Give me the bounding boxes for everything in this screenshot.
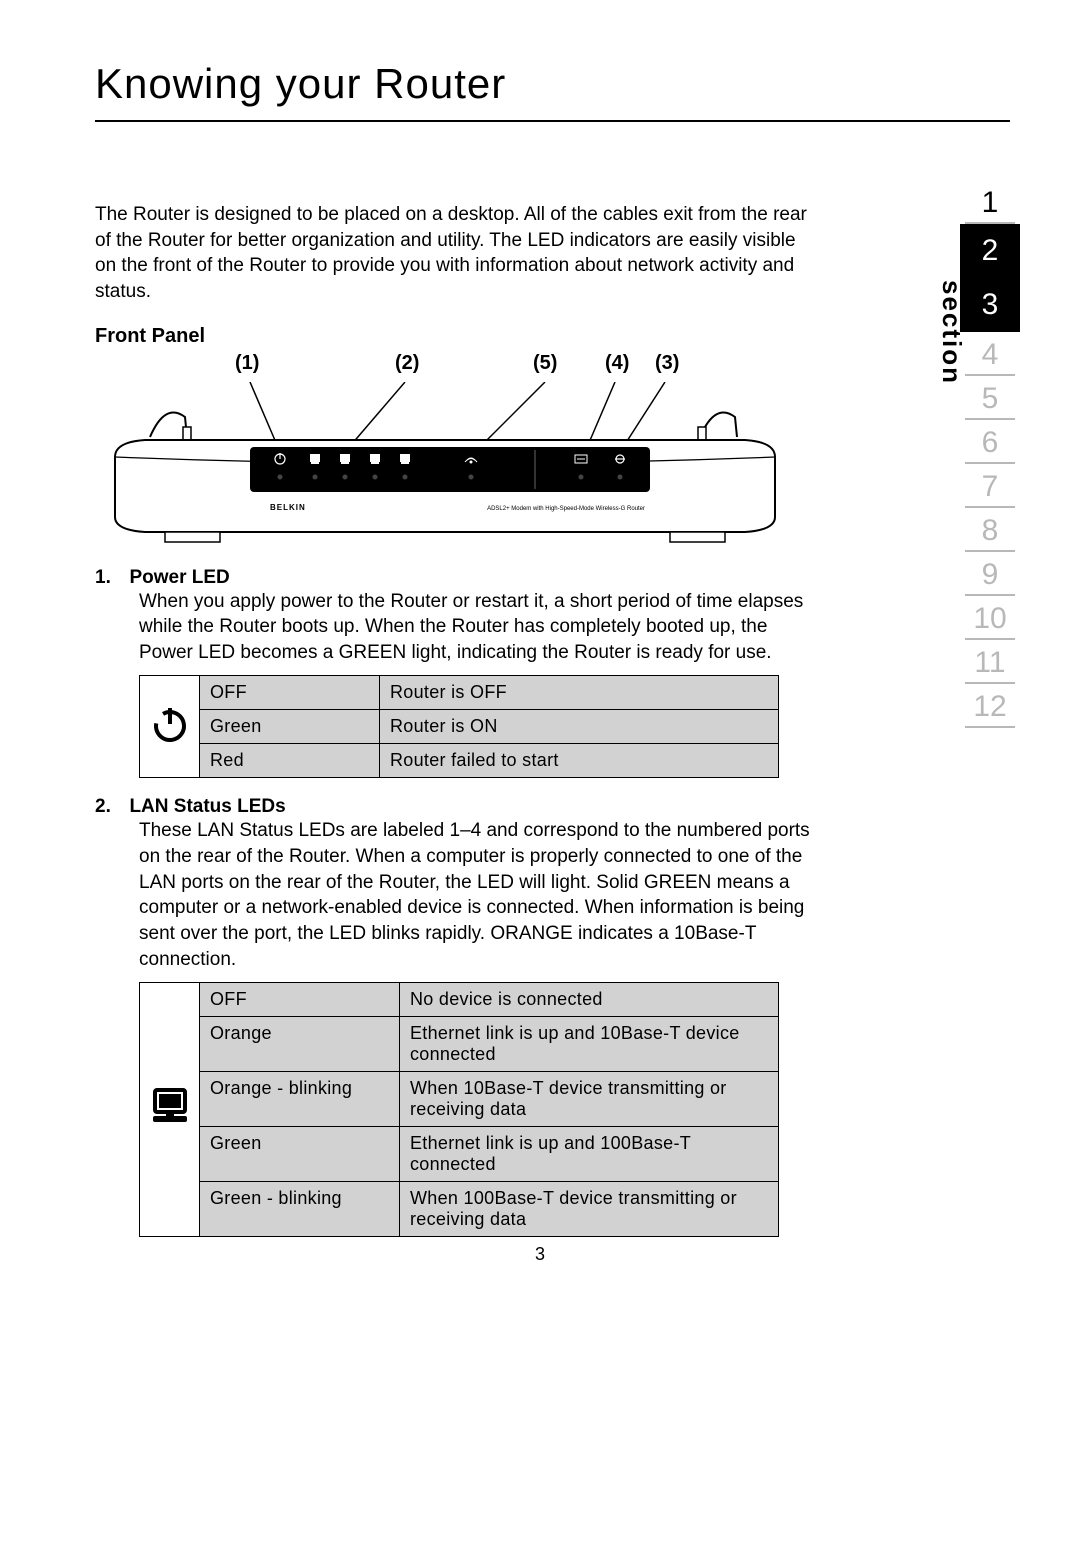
nav-item-12[interactable]: 12 bbox=[965, 684, 1015, 728]
power-led-table: OFF Router is OFF Green Router is ON Red… bbox=[139, 675, 779, 778]
table-cell: When 10Base-T device transmitting or rec… bbox=[400, 1072, 779, 1127]
callout-3: (3) bbox=[655, 352, 679, 375]
table-cell: No device is connected bbox=[400, 983, 779, 1017]
callout-2: (2) bbox=[395, 352, 419, 375]
section-nav: section 1 2 3 4 5 6 7 8 9 10 11 12 bbox=[960, 180, 1020, 728]
nav-item-10[interactable]: 10 bbox=[965, 596, 1015, 640]
nav-item-8[interactable]: 8 bbox=[965, 508, 1015, 552]
front-panel-heading: Front Panel bbox=[95, 325, 815, 348]
nav-item-2[interactable]: 2 bbox=[960, 224, 1020, 278]
table-cell: Green bbox=[200, 1127, 400, 1182]
table-cell: Green bbox=[200, 710, 380, 744]
nav-item-6[interactable]: 6 bbox=[965, 420, 1015, 464]
item1-number: 1. bbox=[95, 567, 125, 589]
table-cell: OFF bbox=[200, 983, 400, 1017]
table-cell: When 100Base-T device transmitting or re… bbox=[400, 1182, 779, 1237]
diagram-callouts: (1) (2) (5) (4) (3) bbox=[95, 352, 815, 382]
nav-item-9[interactable]: 9 bbox=[965, 552, 1015, 596]
router-front-diagram: BELKIN ADSL2+ Modem with High-Speed-Mode… bbox=[105, 382, 785, 557]
nav-item-11[interactable]: 11 bbox=[965, 640, 1015, 684]
nav-item-7[interactable]: 7 bbox=[965, 464, 1015, 508]
item-power-led: 1. Power LED When you apply power to the… bbox=[95, 567, 815, 779]
page-title: Knowing your Router bbox=[95, 60, 1010, 122]
callout-5: (5) bbox=[533, 352, 557, 375]
nav-item-5[interactable]: 5 bbox=[965, 376, 1015, 420]
section-label: section bbox=[936, 280, 967, 385]
item-lan-led: 2. LAN Status LEDs These LAN Status LEDs… bbox=[95, 796, 815, 1237]
main-content: The Router is designed to be placed on a… bbox=[95, 202, 815, 1237]
table-cell: OFF bbox=[200, 676, 380, 710]
table-cell: Ethernet link is up and 100Base-T connec… bbox=[400, 1127, 779, 1182]
table-cell: Router is OFF bbox=[380, 676, 779, 710]
lan-icon bbox=[140, 983, 200, 1237]
nav-item-4[interactable]: 4 bbox=[965, 332, 1015, 376]
item2-body: These LAN Status LEDs are labeled 1–4 an… bbox=[139, 818, 815, 972]
item1-body: When you apply power to the Router or re… bbox=[139, 589, 815, 666]
table-cell: Green - blinking bbox=[200, 1182, 400, 1237]
lan-led-table: OFF No device is connected Orange Ethern… bbox=[139, 982, 779, 1237]
power-icon bbox=[140, 676, 200, 778]
table-cell: Router is ON bbox=[380, 710, 779, 744]
table-cell: Orange bbox=[200, 1017, 400, 1072]
table-cell: Orange - blinking bbox=[200, 1072, 400, 1127]
item2-title: LAN Status LEDs bbox=[129, 796, 285, 817]
nav-item-3[interactable]: 3 bbox=[960, 278, 1020, 332]
intro-text: The Router is designed to be placed on a… bbox=[95, 202, 815, 305]
item2-number: 2. bbox=[95, 796, 125, 818]
brand-label: BELKIN bbox=[270, 503, 306, 512]
item1-title: Power LED bbox=[129, 567, 229, 588]
nav-item-1[interactable]: 1 bbox=[965, 180, 1015, 224]
callout-4: (4) bbox=[605, 352, 629, 375]
table-cell: Router failed to start bbox=[380, 744, 779, 778]
table-cell: Red bbox=[200, 744, 380, 778]
table-cell: Ethernet link is up and 10Base-T device … bbox=[400, 1017, 779, 1072]
page-number: 3 bbox=[0, 1244, 1080, 1265]
model-label: ADSL2+ Modem with High-Speed-Mode Wirele… bbox=[487, 506, 645, 512]
callout-1: (1) bbox=[235, 352, 259, 375]
